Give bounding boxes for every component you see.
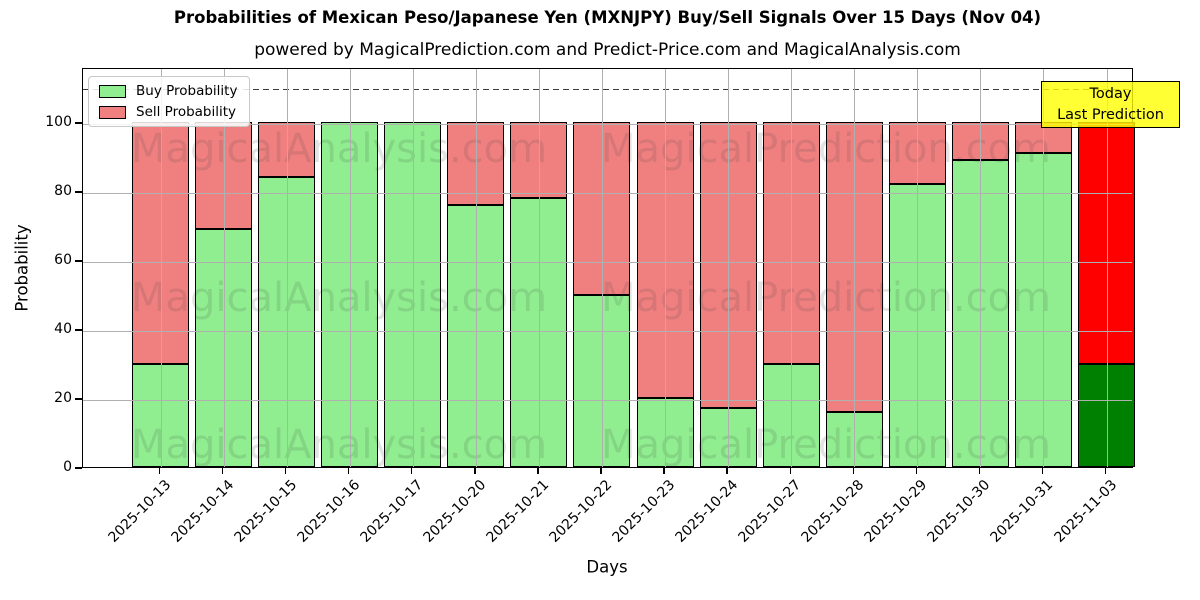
x-tick-label: 2025-10-24 <box>672 477 742 546</box>
today-annotation: Today Last Prediction <box>1041 81 1180 128</box>
annotation-line: Today <box>1089 86 1132 103</box>
x-gridline <box>854 69 856 467</box>
y-tick-mark <box>75 260 82 262</box>
y-gridline <box>83 193 1132 195</box>
watermark-text: MagicalAnalysis.com <box>131 275 548 321</box>
x-tick-label: 2025-10-28 <box>798 477 868 546</box>
y-tick-mark <box>75 191 82 193</box>
y-tick-label: 40 <box>54 321 72 338</box>
y-tick-label: 20 <box>54 390 72 407</box>
x-gridline <box>286 69 288 467</box>
watermark-text: MagicalPrediction.com <box>601 422 1051 468</box>
x-gridline <box>538 69 540 467</box>
y-gridline <box>83 400 1132 402</box>
x-gridline <box>1043 69 1045 467</box>
plot-area: MagicalAnalysis.com MagicalPrediction.com… <box>82 68 1136 468</box>
x-tick-label: 2025-10-29 <box>861 477 931 546</box>
x-tick-mark <box>978 468 981 474</box>
x-tick-mark <box>158 468 161 474</box>
x-gridline <box>412 69 414 467</box>
legend-item: Sell Probability <box>99 104 237 120</box>
x-tick-label: 2025-11-03 <box>1051 477 1120 546</box>
x-tick-mark <box>789 468 791 474</box>
y-tick-mark <box>75 122 82 124</box>
x-gridline <box>728 69 730 467</box>
x-tick-mark <box>474 468 476 474</box>
y-tick-mark <box>75 329 82 331</box>
x-tick-label: 2025-10-30 <box>924 477 994 546</box>
x-tick-mark <box>663 468 665 474</box>
legend: Buy Probability Sell Probability <box>88 76 251 127</box>
legend-label: Sell Probability <box>136 104 237 120</box>
legend-item: Buy Probability <box>99 83 237 99</box>
x-tick-label: 2025-10-17 <box>357 477 427 546</box>
x-tick-label: 2025-10-27 <box>735 477 805 546</box>
x-tick-mark <box>915 468 918 474</box>
x-tick-label: 2025-10-16 <box>294 477 364 546</box>
x-gridline <box>349 69 351 467</box>
x-gridline <box>223 69 225 467</box>
chart-subtitle: powered by MagicalPrediction.com and Pre… <box>254 40 961 60</box>
x-tick-label: 2025-10-21 <box>483 477 553 546</box>
annotation-line: Last Prediction <box>1057 106 1164 123</box>
x-tick-mark <box>411 468 413 474</box>
x-tick-label: 2025-10-22 <box>546 477 616 546</box>
y-tick-mark <box>75 467 82 469</box>
x-tick-label: 2025-10-13 <box>104 477 174 546</box>
watermark-text: MagicalPrediction.com <box>601 275 1051 321</box>
x-tick-label: 2025-10-31 <box>987 477 1057 546</box>
x-tick-mark <box>537 468 539 474</box>
x-gridline <box>1106 69 1108 467</box>
y-tick-label: 60 <box>54 252 72 269</box>
y-gridline <box>83 124 1132 126</box>
x-gridline <box>791 69 793 467</box>
x-tick-mark <box>1104 468 1107 474</box>
watermark-text: MagicalPrediction.com <box>601 126 1051 172</box>
legend-label: Buy Probability <box>136 83 238 99</box>
x-gridline <box>980 69 982 467</box>
x-tick-mark <box>726 468 728 474</box>
y-tick-mark <box>75 398 82 400</box>
x-gridline <box>475 69 477 467</box>
x-tick-label: 2025-10-23 <box>609 477 679 546</box>
x-tick-mark <box>221 468 224 474</box>
x-tick-mark <box>852 468 854 474</box>
y-tick-label: 0 <box>63 459 72 475</box>
watermark-text: MagicalAnalysis.com <box>131 126 548 172</box>
x-gridline <box>160 69 162 467</box>
legend-swatch <box>99 84 126 98</box>
y-gridline <box>83 331 1132 333</box>
x-tick-mark <box>284 468 287 474</box>
x-gridline <box>601 69 603 467</box>
legend-swatch <box>99 105 126 119</box>
x-tick-mark <box>348 468 350 474</box>
x-gridline <box>917 69 919 467</box>
y-gridline <box>83 262 1132 264</box>
dashed-threshold-line <box>83 88 1132 91</box>
x-tick-mark <box>600 468 602 474</box>
x-axis-label: Days <box>586 557 628 577</box>
y-tick-label: 100 <box>45 114 72 131</box>
x-tick-label: 2025-10-20 <box>420 477 490 546</box>
x-tick-label: 2025-10-15 <box>231 477 300 546</box>
x-gridline <box>665 69 667 467</box>
watermark-text: MagicalAnalysis.com <box>131 422 548 468</box>
chart-title: Probabilities of Mexican Peso/Japanese Y… <box>173 8 1042 27</box>
x-tick-label: 2025-10-14 <box>168 477 237 546</box>
y-tick-label: 80 <box>54 183 72 200</box>
x-tick-mark <box>1041 468 1044 474</box>
